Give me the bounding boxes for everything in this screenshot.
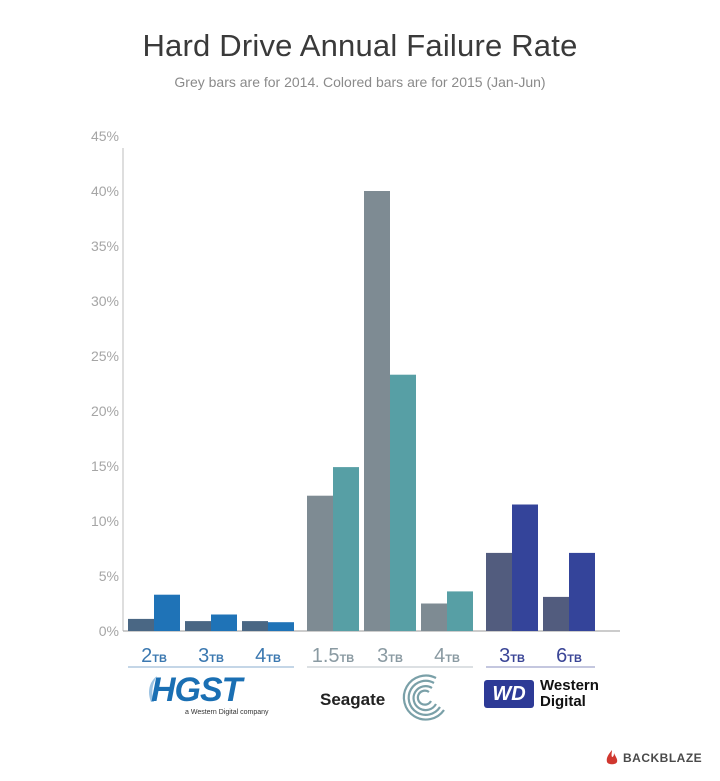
x-axis-labels: 2TB 3TB 4TB 1.5TB 3TB 4TB 3TB 6TB [128, 645, 595, 668]
wd-wordmark-line1: Western [540, 677, 599, 694]
bar-2014 [307, 495, 333, 631]
seagate-wordmark: Seagate [320, 690, 386, 709]
bar-2015 [268, 622, 294, 631]
x-category-label: 1.5TB [312, 645, 355, 667]
bar-2015 [447, 591, 473, 631]
category-size: 4 [434, 645, 445, 667]
x-category-label: 2TB [141, 645, 167, 667]
hgst-wordmark: HGST [151, 671, 242, 709]
category-unit: TB [388, 653, 403, 665]
category-size: 3 [377, 645, 388, 667]
y-tick-label: 20% [91, 403, 119, 419]
western-digital-logo: WD Western Digital [484, 678, 614, 718]
category-size: 2 [141, 645, 152, 667]
y-tick-label: 30% [91, 293, 119, 309]
y-tick-label: 40% [91, 183, 119, 199]
wd-wordmark: Western Digital [540, 678, 599, 710]
bar-2015 [569, 552, 595, 631]
category-unit: TB [445, 653, 460, 665]
x-category-label: 6TB [556, 645, 582, 667]
backblaze-logo: BACKBLAZE [606, 750, 702, 766]
x-category-label: 4TB [434, 645, 460, 667]
x-category-label: 3TB [198, 645, 224, 667]
y-axis: 0% 5% 10% 15% 20% 25% 30% 35% 40% 45% [91, 128, 620, 639]
chart-subtitle: Grey bars are for 2014. Colored bars are… [174, 74, 546, 90]
x-category-label: 4TB [255, 645, 281, 667]
category-unit: TB [340, 653, 355, 665]
x-category-label: 3TB [377, 645, 403, 667]
y-tick-label: 25% [91, 348, 119, 364]
y-tick-label: 15% [91, 458, 119, 474]
backblaze-wordmark: BACKBLAZE [623, 751, 703, 765]
bar-2015 [211, 614, 237, 631]
category-size: 6 [556, 645, 567, 667]
bar-2015 [154, 594, 180, 631]
bar-2014 [421, 603, 447, 631]
y-tick-label: 5% [99, 568, 119, 584]
bar-2015 [512, 504, 538, 631]
bar-2014 [242, 621, 268, 631]
backblaze-flame-icon [606, 750, 618, 765]
category-unit: TB [266, 653, 281, 665]
hgst-logo: HGST a Western Digital company [145, 672, 275, 720]
hgst-tagline: a Western Digital company [185, 709, 269, 716]
y-tick-label: 45% [91, 128, 119, 144]
bars [128, 191, 595, 631]
seagate-logo: Seagate [320, 668, 480, 724]
category-unit: TB [567, 653, 582, 665]
bar-2014 [486, 552, 512, 631]
bar-2014 [185, 621, 211, 631]
x-category-label: 3TB [499, 645, 525, 667]
bar-2014 [364, 191, 390, 631]
category-unit: TB [510, 653, 525, 665]
category-unit: TB [152, 653, 167, 665]
category-size: 1.5 [312, 645, 340, 667]
category-size: 3 [499, 645, 510, 667]
bar-2015 [333, 467, 359, 631]
bar-2015 [390, 374, 416, 631]
bar-2014 [543, 596, 569, 631]
y-tick-label: 0% [99, 623, 119, 639]
chart-title: Hard Drive Annual Failure Rate [142, 28, 578, 63]
wd-wordmark-line2: Digital [540, 693, 586, 710]
category-unit: TB [209, 653, 224, 665]
y-tick-label: 10% [91, 513, 119, 529]
category-size: 3 [198, 645, 209, 667]
y-tick-label: 35% [91, 238, 119, 254]
category-size: 4 [255, 645, 266, 667]
hgst-feather-icon [149, 676, 157, 702]
wd-mark: WD [484, 680, 534, 708]
seagate-spiral-icon [402, 674, 445, 721]
bar-2014 [128, 618, 154, 631]
